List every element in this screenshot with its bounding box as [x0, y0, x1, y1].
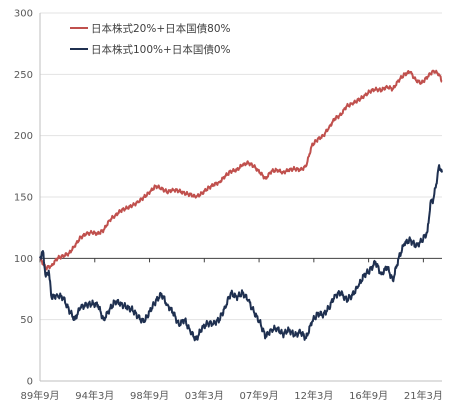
x-tick-label: 94年3月 [75, 389, 114, 402]
x-tick-label: 12年3月 [294, 389, 333, 402]
series-line-2 [39, 164, 443, 342]
y-tick-label: 50 [20, 315, 33, 326]
y-tick-label: 300 [14, 9, 33, 20]
series-group [39, 69, 443, 342]
x-tick-label: 07年9月 [240, 389, 279, 402]
grid-lines [40, 12, 442, 382]
y-tick-label: 200 [14, 131, 33, 142]
x-tick-label: 16年9月 [349, 389, 388, 402]
x-tick-label: 21年3月 [404, 389, 443, 402]
y-tick-label: 250 [14, 70, 33, 81]
legend-label-series-2: 日本株式100%+日本国債0% [91, 43, 230, 56]
series-line-1 [39, 69, 443, 271]
x-tick-label: 89年9月 [20, 389, 59, 402]
y-tick-label: 150 [14, 193, 33, 204]
x-axis-ticks: 89年9月 94年3月 98年9月 03年3月 07年9月 12年3月 16年9月 21年3月 [20, 258, 443, 402]
y-tick-label: 0 [27, 377, 33, 388]
x-tick-label: 98年9月 [130, 389, 169, 402]
y-axis-ticks: 0 50 100 150 200 250 300 [14, 9, 33, 388]
legend-label-series-1: 日本株式20%+日本国債80% [91, 22, 230, 35]
legend: 日本株式20%+日本国債80% 日本株式100%+日本国債0% [70, 22, 230, 56]
x-tick-label: 03年3月 [185, 389, 224, 402]
y-tick-label: 100 [14, 254, 33, 265]
